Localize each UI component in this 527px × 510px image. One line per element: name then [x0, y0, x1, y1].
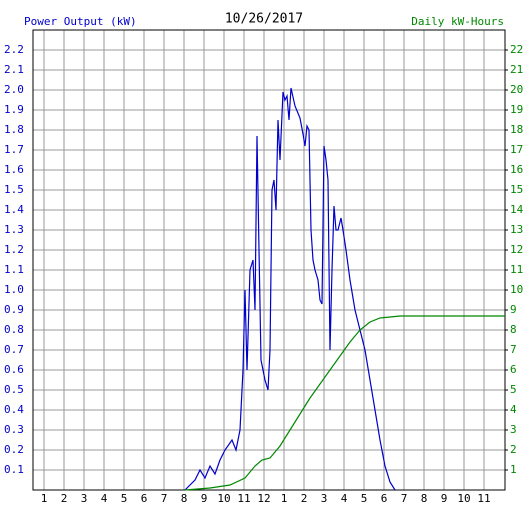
- plot-frame: [32, 29, 506, 491]
- y2-tick-label: 5: [510, 383, 517, 396]
- y-tick-label: 2.2: [4, 43, 24, 56]
- x-tick-label: 4: [341, 492, 348, 505]
- data-line: [184, 87, 396, 491]
- y2-tick-label: 17: [510, 143, 523, 156]
- y-tick-label: 1.8: [4, 123, 24, 136]
- y2-tick-label: 16: [510, 163, 523, 176]
- y-tick-label: 0.3: [4, 423, 24, 436]
- y2-tick-label: 11: [510, 263, 523, 276]
- y2-tick-label: 7: [510, 343, 517, 356]
- y-tick-label: 0.2: [4, 443, 24, 456]
- y-tick-label: 0.7: [4, 343, 24, 356]
- y-tick-label: 0.6: [4, 363, 24, 376]
- x-tick-label: 3: [321, 492, 328, 505]
- y2-tick-label: 12: [510, 243, 523, 256]
- x-tick-label: 6: [381, 492, 388, 505]
- x-tick-label: 5: [361, 492, 368, 505]
- y-tick-label: 1.6: [4, 163, 24, 176]
- x-tick-label: 6: [141, 492, 148, 505]
- x-tick-label: 2: [301, 492, 308, 505]
- y-tick-label: 1.5: [4, 183, 24, 196]
- x-tick-label: 8: [421, 492, 428, 505]
- y-tick-label: 0.9: [4, 303, 24, 316]
- x-tick-label: 4: [101, 492, 108, 505]
- y2-axis-label: Daily kW-Hours: [411, 15, 504, 28]
- x-tick-label: 7: [401, 492, 408, 505]
- y2-tick-label: 18: [510, 123, 523, 136]
- x-tick-label: 11: [237, 492, 250, 505]
- x-tick-label: 9: [201, 492, 208, 505]
- y2-tick-label: 19: [510, 103, 523, 116]
- y2-tick-label: 22: [510, 43, 523, 56]
- y-tick-label: 1.2: [4, 243, 24, 256]
- y2-tick-label: 9: [510, 303, 517, 316]
- x-tick-label: 10: [457, 492, 470, 505]
- y2-tick-label: 1: [510, 463, 517, 476]
- y2-tick-label: 20: [510, 83, 523, 96]
- x-tick-label: 7: [161, 492, 168, 505]
- y-tick-label: 1.4: [4, 203, 24, 216]
- y-tick-label: 0.5: [4, 383, 24, 396]
- y-tick-label: 1.3: [4, 223, 24, 236]
- x-tick-label: 2: [61, 492, 68, 505]
- y-tick-label: 1.7: [4, 143, 24, 156]
- x-tick-label: 1: [281, 492, 288, 505]
- chart-title: 10/26/2017: [225, 12, 303, 27]
- y-tick-label: 1.1: [4, 263, 24, 276]
- y2-tick-label: 3: [510, 423, 517, 436]
- y-tick-label: 0.8: [4, 323, 24, 336]
- y-tick-label: 2.0: [4, 83, 24, 96]
- x-tick-label: 8: [181, 492, 188, 505]
- x-tick-label: 3: [81, 492, 88, 505]
- y2-tick-label: 2: [510, 443, 517, 456]
- x-tick-label: 12: [257, 492, 270, 505]
- y2-tick-label: 8: [510, 323, 517, 336]
- y2-tick-label: 13: [510, 223, 523, 236]
- y2-tick-label: 6: [510, 363, 517, 376]
- y-tick-label: 0.4: [4, 403, 24, 416]
- y2-tick-label: 21: [510, 63, 523, 76]
- data-line: [184, 315, 505, 491]
- x-tick-label: 11: [477, 492, 490, 505]
- y2-tick-label: 10: [510, 283, 523, 296]
- y2-tick-label: 15: [510, 183, 523, 196]
- y-tick-label: 0.1: [4, 463, 24, 476]
- x-tick-label: 10: [217, 492, 230, 505]
- x-tick-label: 5: [121, 492, 128, 505]
- y-axis-label: Power Output (kW): [24, 15, 137, 28]
- y-tick-label: 1.9: [4, 103, 24, 116]
- y-tick-label: 2.1: [4, 63, 24, 76]
- x-tick-label: 1: [41, 492, 48, 505]
- x-tick-label: 9: [441, 492, 448, 505]
- y2-tick-label: 14: [510, 203, 524, 216]
- y-tick-label: 1.0: [4, 283, 24, 296]
- y2-tick-label: 4: [510, 403, 517, 416]
